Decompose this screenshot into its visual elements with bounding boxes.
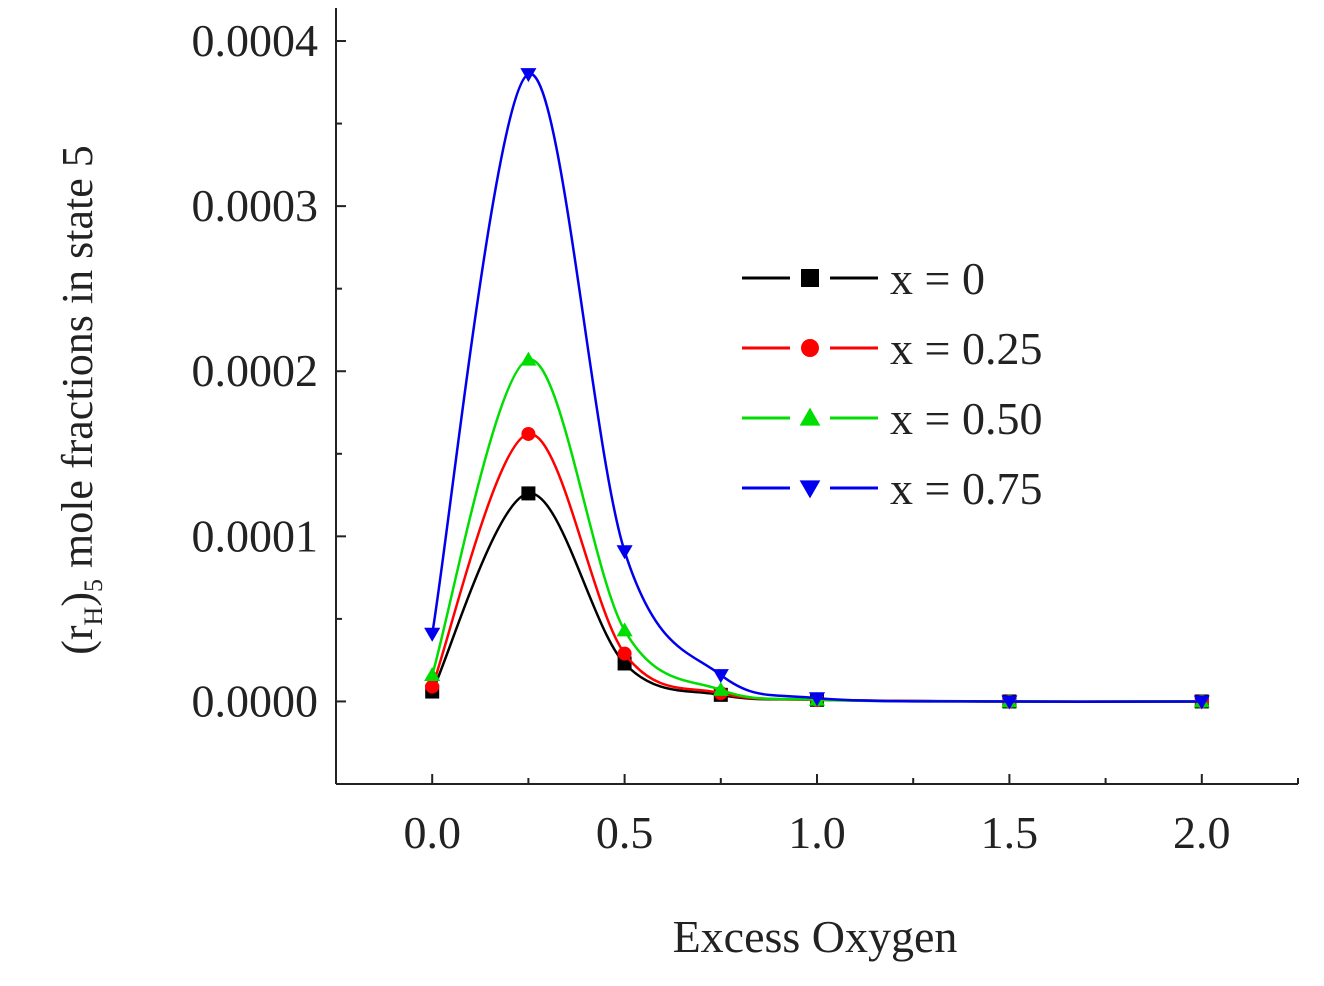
data-point xyxy=(712,681,729,696)
x-tick-label: 2.0 xyxy=(1173,807,1231,858)
series-line xyxy=(431,492,1202,703)
axes: 0.0000 0.0001 0.0002 0.0003 0.0004 0.0 0.5 1.0 1… xyxy=(192,8,1299,858)
legend-item: x = 0.75 xyxy=(742,463,1042,514)
data-point xyxy=(520,68,537,83)
data-point xyxy=(521,486,536,501)
data-point xyxy=(617,646,632,661)
y-tick-label: 0.0002 xyxy=(192,345,319,396)
legend-marker xyxy=(799,407,821,426)
legend-marker xyxy=(799,480,821,499)
data-point xyxy=(424,666,441,681)
x-axis-title: Excess Oxygen xyxy=(673,911,958,962)
legend-label: x = 0 xyxy=(890,253,985,304)
data-point xyxy=(521,426,536,441)
y-tick-label: 0.0000 xyxy=(192,675,319,726)
data-point xyxy=(1193,695,1210,710)
data-point xyxy=(616,622,633,637)
series-1 xyxy=(425,426,1209,709)
series-2 xyxy=(424,351,1210,708)
legend-item: x = 0.50 xyxy=(742,393,1042,444)
data-point xyxy=(616,545,633,560)
legend-item: x = 0 xyxy=(742,253,985,304)
y-axis-title-sub-5: 5 xyxy=(79,579,108,592)
series-3 xyxy=(424,68,1210,710)
legend-label: x = 0.75 xyxy=(890,463,1042,514)
series-line xyxy=(430,72,1202,703)
series-line xyxy=(431,432,1202,703)
y-axis-title: (rH)5 mole fractions in state 5 xyxy=(53,145,108,655)
data-point xyxy=(1001,695,1018,710)
legend-item: x = 0.25 xyxy=(742,323,1042,374)
x-tick-label: 0.5 xyxy=(596,807,654,858)
legend-label: x = 0.50 xyxy=(890,393,1042,444)
x-tick-label: 1.5 xyxy=(981,807,1039,858)
data-point xyxy=(425,679,440,694)
y-axis-title-sub-h: H xyxy=(79,606,108,625)
data-point xyxy=(520,351,537,366)
legend-label: x = 0.25 xyxy=(890,323,1042,374)
series-0 xyxy=(425,486,1209,709)
y-tick-label: 0.0001 xyxy=(192,510,319,561)
data-point xyxy=(712,669,729,684)
y-axis-title-close: ) xyxy=(53,592,102,607)
x-tick-label: 0.0 xyxy=(403,807,461,858)
y-tick-label: 0.0004 xyxy=(192,15,319,66)
data-point xyxy=(808,692,826,707)
y-tick-label: 0.0003 xyxy=(192,180,319,231)
x-tick-label: 1.0 xyxy=(788,807,846,858)
series-group xyxy=(424,68,1210,710)
legend: x = 0 x = 0.25 x = 0.50 x = 0.75 xyxy=(742,253,1042,514)
y-axis-title-prefix: (r xyxy=(53,625,102,655)
y-axis-title-suffix: mole fractions in state 5 xyxy=(53,145,102,579)
data-point xyxy=(424,627,441,642)
legend-marker xyxy=(801,339,819,357)
legend-marker xyxy=(801,269,819,287)
